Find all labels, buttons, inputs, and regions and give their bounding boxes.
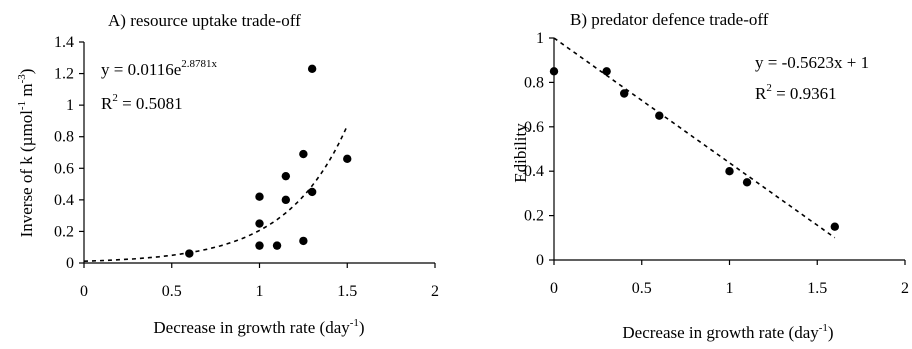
chart-a-x-tick-label: 1 — [256, 283, 264, 300]
chart-b-x-label: Decrease in growth rate (day-1) — [622, 322, 833, 342]
chart-a-x-ticks: 0 0.5 1 1.5 2 — [80, 263, 439, 300]
chart-a-data-point — [255, 241, 264, 250]
chart-b-y-tick-label: 0.6 — [524, 119, 544, 136]
chart-b-y-tick-label: 0.4 — [524, 163, 544, 180]
chart-b-data-point — [830, 222, 839, 231]
chart-a-x-tick-label: 0 — [80, 283, 88, 300]
chart-a-y-tick-label: 0.8 — [54, 129, 74, 146]
chart-b-x-ticks: 0 0.5 1 1.5 2 — [550, 260, 909, 297]
chart-a-equation: y = 0.0116e2.8781x — [101, 58, 218, 79]
chart-a-r-squared: R2 = 0.5081 — [101, 92, 183, 113]
chart-a-data-point — [272, 241, 282, 250]
chart-a-data-point — [307, 64, 317, 74]
chart-a-y-tick-label: 0 — [66, 255, 74, 272]
chart-a-data-point — [255, 219, 264, 228]
chart-b-x-tick-label: 1.5 — [807, 280, 827, 297]
chart-a-y-tick-label: 0.6 — [54, 160, 74, 177]
chart-a-x-tick-label: 0.5 — [162, 283, 182, 300]
chart-a-data-point — [299, 236, 308, 246]
chart-b-y-tick-label: 0.8 — [524, 74, 544, 91]
chart-b-x-tick-label: 0 — [550, 280, 558, 297]
chart-b-equation: y = -0.5623x + 1 — [755, 53, 869, 72]
chart-b-y-ticks: 0 0.2 0.4 0.6 0.8 1 — [524, 30, 554, 269]
chart-b-r-squared: R2 = 0.9361 — [755, 82, 837, 103]
chart-a-y-tick-label: 1 — [66, 97, 74, 114]
chart-b-data-point — [725, 167, 734, 176]
chart-b-data-point — [742, 178, 752, 187]
chart-a-data-point — [307, 187, 317, 197]
chart-a-x-label: Decrease in growth rate (day-1) — [153, 317, 364, 337]
chart-b-points — [549, 67, 839, 231]
chart-b-data-point — [602, 67, 611, 76]
chart-a-data-point — [281, 171, 291, 181]
chart-b-y-tick-label: 0 — [536, 252, 544, 269]
chart-a-data-point — [255, 192, 264, 201]
chart-a: A) resource uptake trade-off 00.20.40.60… — [16, 11, 439, 337]
chart-a-title: A) resource uptake trade-off — [108, 11, 301, 30]
chart-a-y-tick-label: 0.2 — [54, 223, 74, 240]
chart-b-y-tick-label: 0.2 — [524, 208, 544, 225]
chart-a-y-tick-label: 0.4 — [54, 192, 74, 209]
chart-a-data-point — [299, 149, 308, 159]
chart-b-title: B) predator defence trade-off — [570, 10, 769, 29]
chart-a-y-tick-label: 1.2 — [54, 66, 74, 83]
chart-a-data-point — [343, 154, 352, 164]
chart-b-x-tick-label: 2 — [901, 280, 909, 297]
chart-b-x-tick-label: 0.5 — [632, 280, 652, 297]
chart-b-x-tick-label: 1 — [726, 280, 734, 297]
chart-a-points — [185, 64, 352, 258]
chart-a-data-point — [185, 249, 194, 258]
chart-b: B) predator defence trade-off 0 0.2 0.4 0.6… — [511, 10, 909, 342]
chart-a-x-tick-label: 1.5 — [337, 283, 357, 300]
chart-a-x-tick-label: 2 — [431, 283, 439, 300]
chart-b-data-point — [549, 67, 559, 76]
chart-b-y-tick-label: 1 — [536, 30, 544, 47]
chart-a-y-tick-label: 1.4 — [54, 34, 74, 51]
chart-a-y-label: Inverse of k (µmol-1 m-3) — [16, 69, 36, 238]
chart-b-y-label: Edibility — [511, 123, 530, 183]
chart-b-data-point — [620, 89, 629, 98]
chart-b-trendline — [553, 37, 836, 239]
chart-a-y-ticks: 0 0.2 0.4 0.6 0.8 1 1.2 1.4 — [54, 34, 84, 272]
chart-b-data-point — [655, 111, 664, 120]
chart-a-data-point — [281, 195, 291, 205]
chart-a-trendline — [83, 125, 349, 262]
